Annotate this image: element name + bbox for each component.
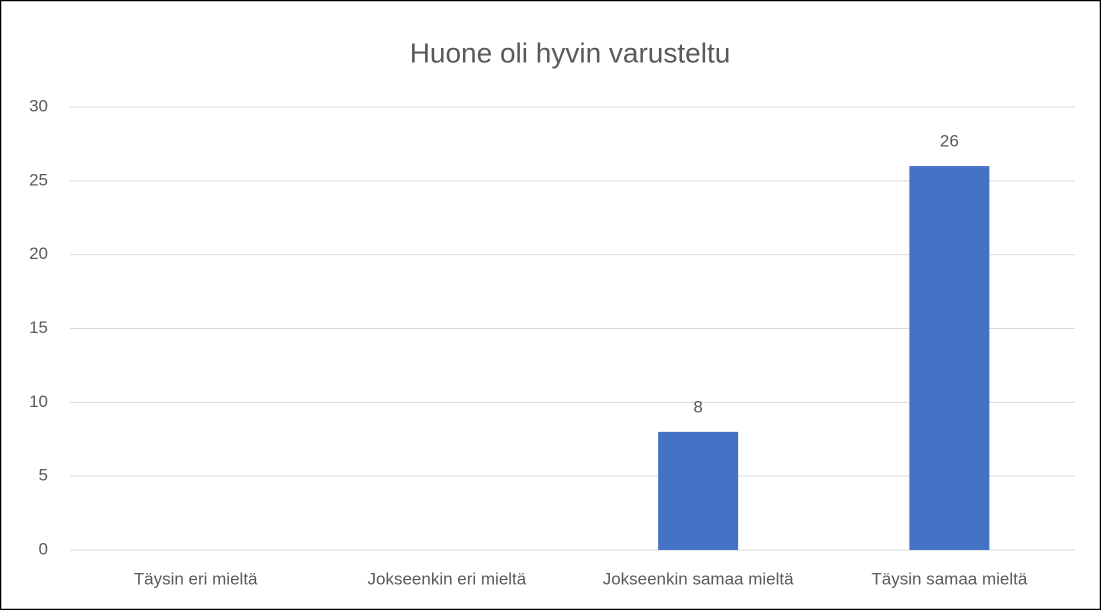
x-tick-label: Täysin eri mieltä [134, 569, 258, 588]
y-tick-label: 25 [29, 170, 48, 189]
y-tick-label: 20 [29, 244, 48, 263]
y-tick-label: 5 [39, 466, 48, 485]
bar [658, 431, 739, 550]
data-label: 8 [693, 397, 702, 416]
y-tick-label: 0 [39, 539, 48, 558]
bar [909, 166, 990, 551]
y-tick-label: 30 [29, 96, 48, 115]
x-tick-label: Jokseenkin eri mieltä [368, 569, 527, 588]
x-tick-label: Jokseenkin samaa mieltä [603, 569, 794, 588]
x-tick-label: Täysin samaa mieltä [871, 569, 1027, 588]
chart-title: Huone oli hyvin varusteltu [410, 37, 731, 68]
y-tick-label: 10 [29, 392, 48, 411]
y-tick-label: 15 [29, 318, 48, 337]
data-label: 26 [940, 132, 959, 151]
